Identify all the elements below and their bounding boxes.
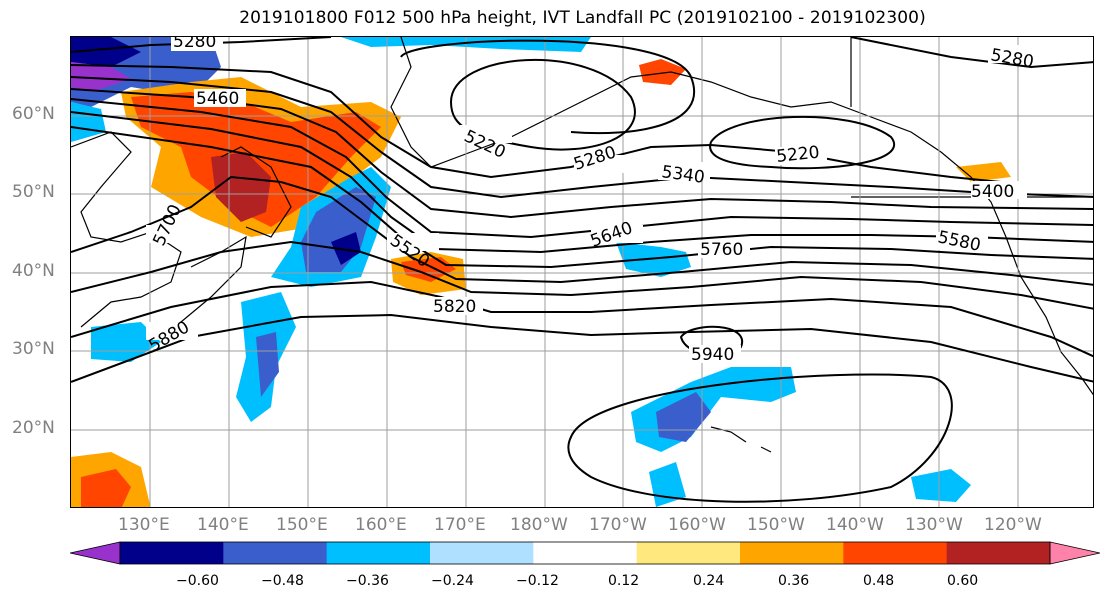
map-panel: 5280 5460 5220 5280 5340 5220 5280 5400 … bbox=[70, 36, 1094, 508]
lon-label: 150°E bbox=[276, 515, 328, 535]
contour-label: 5220 bbox=[775, 143, 820, 167]
colorbar-segment bbox=[946, 542, 1051, 564]
lat-label: 20°N bbox=[12, 418, 55, 438]
contour-5520 bbox=[71, 98, 1093, 239]
height-contours bbox=[71, 37, 1093, 503]
lat-label: 30°N bbox=[12, 339, 55, 359]
colorbar-border bbox=[119, 541, 1051, 565]
lat-label: 50°N bbox=[12, 182, 55, 202]
shade-neg-south5 bbox=[649, 462, 686, 507]
coastlines bbox=[71, 37, 1093, 453]
shade-pos-east bbox=[956, 162, 1011, 182]
lon-label: 130°E bbox=[118, 515, 170, 535]
contour-5220-low-b bbox=[709, 115, 895, 170]
contour-5640 bbox=[71, 126, 1093, 269]
colorbar-segment bbox=[636, 542, 741, 564]
contour-5580 bbox=[71, 111, 1093, 254]
lon-label: 120°W bbox=[984, 515, 1042, 535]
shade-neg-south4 bbox=[616, 242, 691, 277]
contour-5700 bbox=[71, 175, 1093, 286]
colorbar-tick-label: 0.36 bbox=[778, 573, 810, 589]
contour-label: 5820 bbox=[433, 297, 476, 317]
lon-label: 160°W bbox=[668, 515, 726, 535]
shade-neg-south2 bbox=[91, 322, 161, 362]
shade-neg-tl-purple bbox=[71, 62, 131, 92]
lon-label: 130°W bbox=[905, 515, 963, 535]
lon-label: 170°E bbox=[434, 515, 486, 535]
colorbar-segment bbox=[843, 542, 948, 564]
coast-kamchatka bbox=[220, 146, 292, 238]
colorbar-segments bbox=[70, 541, 1100, 565]
contour-label: 5460 bbox=[196, 89, 239, 109]
contour-label: 5280 bbox=[173, 37, 216, 52]
colorbar-tick-label: −0.60 bbox=[176, 573, 219, 589]
shade-pos-north bbox=[639, 59, 686, 85]
contour-5820 bbox=[71, 280, 1093, 358]
shade-light-tl bbox=[71, 102, 106, 142]
contour-5460 bbox=[71, 88, 1093, 219]
colorbar-extend-high bbox=[1049, 541, 1100, 565]
colorbar-segment bbox=[430, 542, 534, 564]
colorbar-segment bbox=[533, 542, 638, 564]
lat-label: 60°N bbox=[12, 104, 55, 124]
lon-label: 140°W bbox=[826, 515, 884, 535]
coast-hawaii bbox=[710, 426, 772, 453]
colorbar-segment bbox=[740, 542, 844, 564]
colorbar-tick-label: −0.24 bbox=[431, 573, 474, 589]
contour-label: 5940 bbox=[691, 345, 734, 365]
map-title: 2019101800 F012 500 hPa height, IVT Land… bbox=[239, 8, 926, 28]
coast-asia bbox=[71, 131, 182, 328]
colorbar-segment bbox=[326, 542, 431, 564]
colorbar-tick-label: 0.24 bbox=[693, 573, 725, 589]
lon-label: 150°W bbox=[747, 515, 805, 535]
shade-pos-bl-red bbox=[81, 469, 131, 507]
colorbar-tick-label: 0.60 bbox=[947, 573, 979, 589]
shade-neg-south6 bbox=[911, 469, 971, 502]
shade-pos-jp-dark bbox=[211, 152, 271, 222]
colorbar-tick-label: 0.48 bbox=[863, 573, 895, 589]
colorbar-tick-label: −0.36 bbox=[346, 573, 389, 589]
contour-label: 5400 bbox=[971, 182, 1014, 202]
contour-5400 bbox=[71, 76, 1093, 199]
contour-5280-ne bbox=[850, 37, 1093, 69]
contour-label: 5760 bbox=[700, 240, 743, 260]
colorbar-segment bbox=[120, 542, 224, 564]
map-svg: 5280 5460 5220 5280 5340 5220 5280 5400 … bbox=[71, 37, 1093, 507]
lon-label: 140°E bbox=[197, 515, 249, 535]
lon-label: 160°E bbox=[355, 515, 407, 535]
colorbar-tick-label: −0.12 bbox=[516, 573, 559, 589]
graticule bbox=[71, 37, 1093, 507]
shade-neg-tl-dark bbox=[71, 37, 141, 67]
contour-5280-n bbox=[400, 39, 695, 135]
coast-nwamerica bbox=[790, 101, 1093, 396]
colorbar-tick-label: −0.48 bbox=[261, 573, 304, 589]
colorbar-tick-label: 0.12 bbox=[608, 573, 640, 589]
coast-alaska bbox=[390, 37, 792, 168]
lon-label: 180°W bbox=[510, 515, 568, 535]
colorbar bbox=[70, 541, 1100, 565]
shade-neg-band-dark bbox=[331, 232, 361, 265]
shade-neg-south1b bbox=[256, 332, 279, 397]
contour-5880 bbox=[71, 313, 1093, 383]
contour-5940-s bbox=[567, 373, 953, 503]
contour-5760 bbox=[71, 240, 1093, 310]
lat-label: 40°N bbox=[12, 261, 55, 281]
colorbar-extend-low bbox=[70, 541, 121, 565]
lon-label: 170°W bbox=[589, 515, 647, 535]
colorbar-segment bbox=[223, 542, 328, 564]
